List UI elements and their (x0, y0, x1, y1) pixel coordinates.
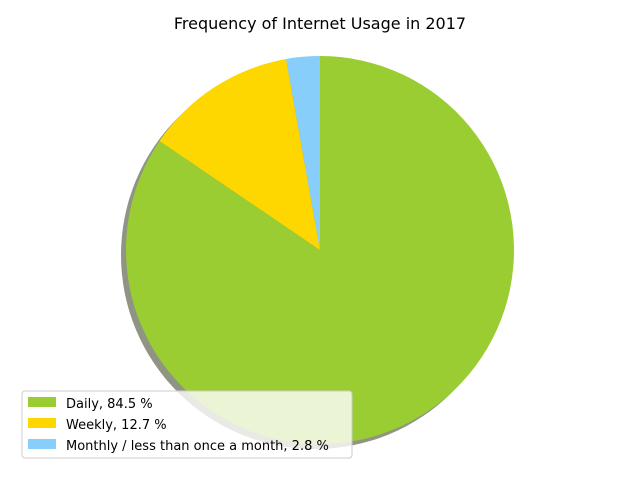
legend-swatch-daily (28, 397, 56, 407)
legend-label-daily: Daily, 84.5 % (66, 397, 153, 412)
legend: Daily, 84.5 % Weekly, 12.7 % Monthly / l… (21, 390, 353, 459)
legend-swatch-weekly (28, 418, 56, 428)
pie-slice-weekly (159, 58, 320, 250)
legend-label-weekly: Weekly, 12.7 % (66, 418, 167, 433)
chart-title: Frequency of Internet Usage in 2017 (174, 14, 466, 33)
legend-label-monthly: Monthly / less than once a month, 2.8 % (66, 439, 329, 454)
pie-slices (125, 56, 514, 444)
legend-frame (21, 390, 353, 459)
pie-slice-monthly (286, 56, 320, 250)
legend-swatch-monthly (28, 439, 56, 449)
